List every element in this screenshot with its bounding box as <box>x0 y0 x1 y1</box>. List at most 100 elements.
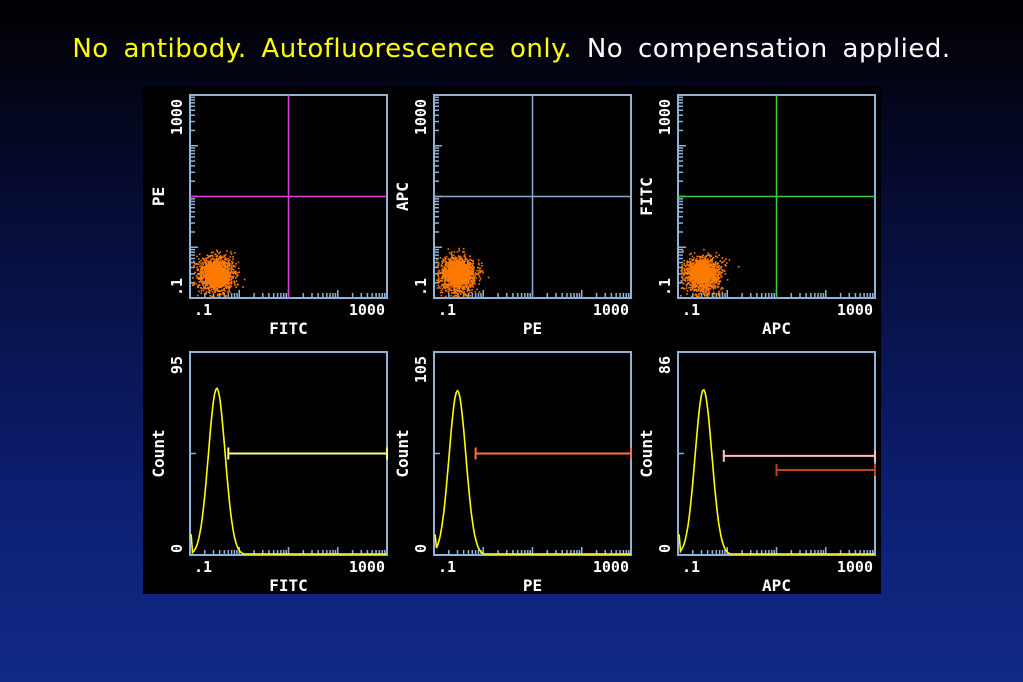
event-dot <box>453 254 455 257</box>
event-dot <box>703 262 705 265</box>
event-dot <box>707 254 710 256</box>
dot-plot-pe-apc: .1 1000 PE .1 1000 APC <box>393 94 632 338</box>
event-dot <box>470 291 473 294</box>
event-dot <box>713 278 716 280</box>
event-dot <box>213 286 215 288</box>
event-dot <box>197 276 199 279</box>
event-dot <box>204 284 207 287</box>
event-dot <box>225 273 227 276</box>
event-dot <box>683 267 686 270</box>
event-dot <box>199 265 201 268</box>
event-dot <box>437 275 440 277</box>
event-dot <box>712 288 715 290</box>
event-dot <box>463 292 465 295</box>
event-dot <box>445 286 448 289</box>
event-dot <box>436 259 438 261</box>
event-dot <box>203 271 205 274</box>
event-dot <box>459 260 462 263</box>
event-dot <box>470 274 472 276</box>
event-dot <box>694 282 697 284</box>
event-dot <box>461 290 463 293</box>
event-dot <box>454 256 457 258</box>
event-dot <box>704 260 706 263</box>
event-dot <box>703 263 706 266</box>
y-tick-label-max: 1000 <box>168 99 186 135</box>
event-dot <box>704 282 707 285</box>
event-dot <box>200 290 203 292</box>
event-dot <box>221 264 224 267</box>
event-dot <box>206 267 209 270</box>
event-dot <box>708 285 711 288</box>
event-dot <box>474 272 477 274</box>
event-dot <box>229 273 232 275</box>
dot-plot-fitc-pe: .1 1000 FITC .1 1000 PE <box>149 94 388 338</box>
event-dot <box>230 285 233 288</box>
event-dot <box>214 291 217 293</box>
y-axis-label: Count <box>393 429 412 477</box>
population-core <box>692 264 711 283</box>
event-dot <box>702 284 705 286</box>
event-dot <box>471 259 474 262</box>
event-dot <box>233 271 236 273</box>
event-dot <box>477 272 480 274</box>
event-dot <box>220 256 222 259</box>
event-dot <box>471 283 474 286</box>
event-dot <box>204 276 207 279</box>
event-dot <box>230 251 232 253</box>
event-dot <box>225 285 228 287</box>
event-dot <box>473 277 475 279</box>
event-dot <box>446 261 449 264</box>
event-dot <box>689 274 692 276</box>
event-dot <box>229 281 231 284</box>
event-dot <box>212 287 215 289</box>
event-dot <box>721 271 724 273</box>
event-dot <box>455 258 457 261</box>
event-dot <box>718 276 721 279</box>
event-dot <box>709 269 712 271</box>
event-dot <box>220 289 223 292</box>
event-dot <box>222 279 225 281</box>
event-dot <box>233 280 235 283</box>
event-dot <box>681 268 684 270</box>
event-dot <box>707 289 709 291</box>
event-dot <box>704 281 707 284</box>
event-dot <box>476 269 478 272</box>
event-dot <box>446 275 448 277</box>
event-dot <box>205 281 207 284</box>
event-dot <box>472 274 474 276</box>
event-dot <box>204 274 207 277</box>
event-dot <box>444 259 446 261</box>
event-dot <box>223 268 225 271</box>
event-dot <box>202 277 205 279</box>
event-dot <box>469 273 471 276</box>
event-dot <box>725 265 727 267</box>
event-dot <box>216 289 219 291</box>
event-dot <box>709 288 712 290</box>
event-dot <box>697 286 700 289</box>
event-dot <box>698 255 700 258</box>
event-dot <box>444 276 447 279</box>
event-dot <box>697 260 699 262</box>
event-dot <box>715 279 718 281</box>
event-dot <box>441 260 443 263</box>
event-dot <box>691 285 694 288</box>
event-dot <box>234 265 236 268</box>
event-dot <box>699 290 702 292</box>
event-dot <box>221 282 223 285</box>
event-dot <box>450 266 452 268</box>
event-dot <box>713 285 716 287</box>
event-dot <box>701 288 703 291</box>
event-dot <box>454 292 456 294</box>
event-dot <box>696 255 698 258</box>
event-dot <box>437 271 439 273</box>
event-dot <box>468 262 471 265</box>
event-dot <box>462 263 464 265</box>
event-dot <box>445 255 448 258</box>
event-dot <box>226 250 228 252</box>
event-dot <box>447 284 450 287</box>
x-tick-label-min: .1 <box>682 301 700 319</box>
event-dot <box>202 285 205 287</box>
event-dot <box>710 268 713 271</box>
event-dot <box>472 269 475 272</box>
event-dot <box>197 263 200 265</box>
